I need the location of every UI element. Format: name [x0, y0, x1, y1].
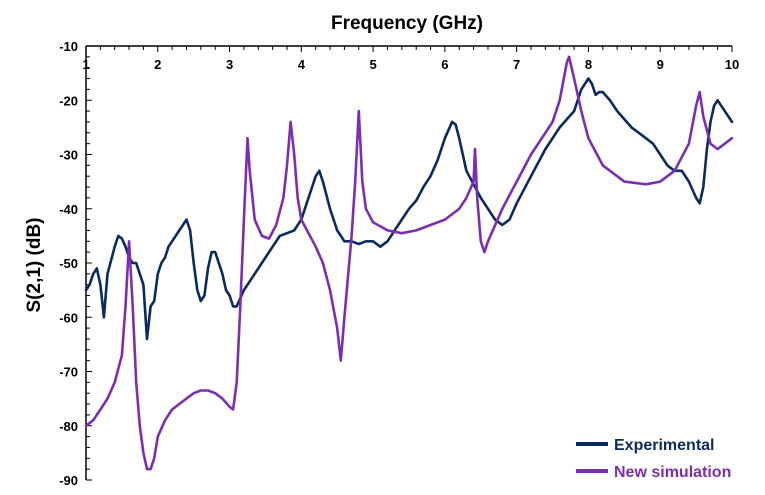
y-tick-label: -70 [59, 365, 78, 380]
legend-label-new-simulation: New simulation [614, 464, 731, 481]
x-tick-label: 7 [513, 57, 520, 72]
x-tick-label: 2 [154, 57, 161, 72]
x-tick-label: 8 [585, 57, 592, 72]
x-tick-label: 9 [657, 57, 664, 72]
legend-label-experimental: Experimental [614, 437, 714, 454]
x-tick-label: 4 [298, 57, 306, 72]
x-axis-title: Frequency (GHz) [331, 13, 483, 34]
series-line-new-simulation [84, 55, 734, 471]
x-tick-label: 5 [369, 57, 376, 72]
legend: Experimental New simulation [576, 437, 731, 481]
y-tick-label: -60 [59, 310, 78, 325]
plot-lines [84, 55, 734, 471]
y-tick-label: -50 [59, 256, 78, 271]
axes [85, 45, 733, 481]
y-tick-label: -30 [59, 148, 78, 163]
x-tick-label: 3 [226, 57, 233, 72]
y-tick-label: -20 [59, 93, 78, 108]
x-tick-label: 6 [441, 57, 448, 72]
series-line-experimental [84, 77, 734, 341]
x-tick-label: 10 [725, 57, 739, 72]
y-tick-label: -80 [59, 419, 78, 434]
y-tick-label: -10 [59, 39, 78, 54]
y-axis-title: S(2,1) (dB) [24, 218, 45, 313]
y-tick-labels: -10 -20 -30 -40 -50 -60 -70 -80 -90 [59, 39, 78, 488]
y-tick-label: -90 [59, 473, 78, 488]
y-tick-label: -40 [59, 202, 78, 217]
x-tick-labels: 1 2 3 4 5 6 7 8 9 10 [82, 57, 739, 72]
x-tick-label: 1 [82, 57, 89, 72]
